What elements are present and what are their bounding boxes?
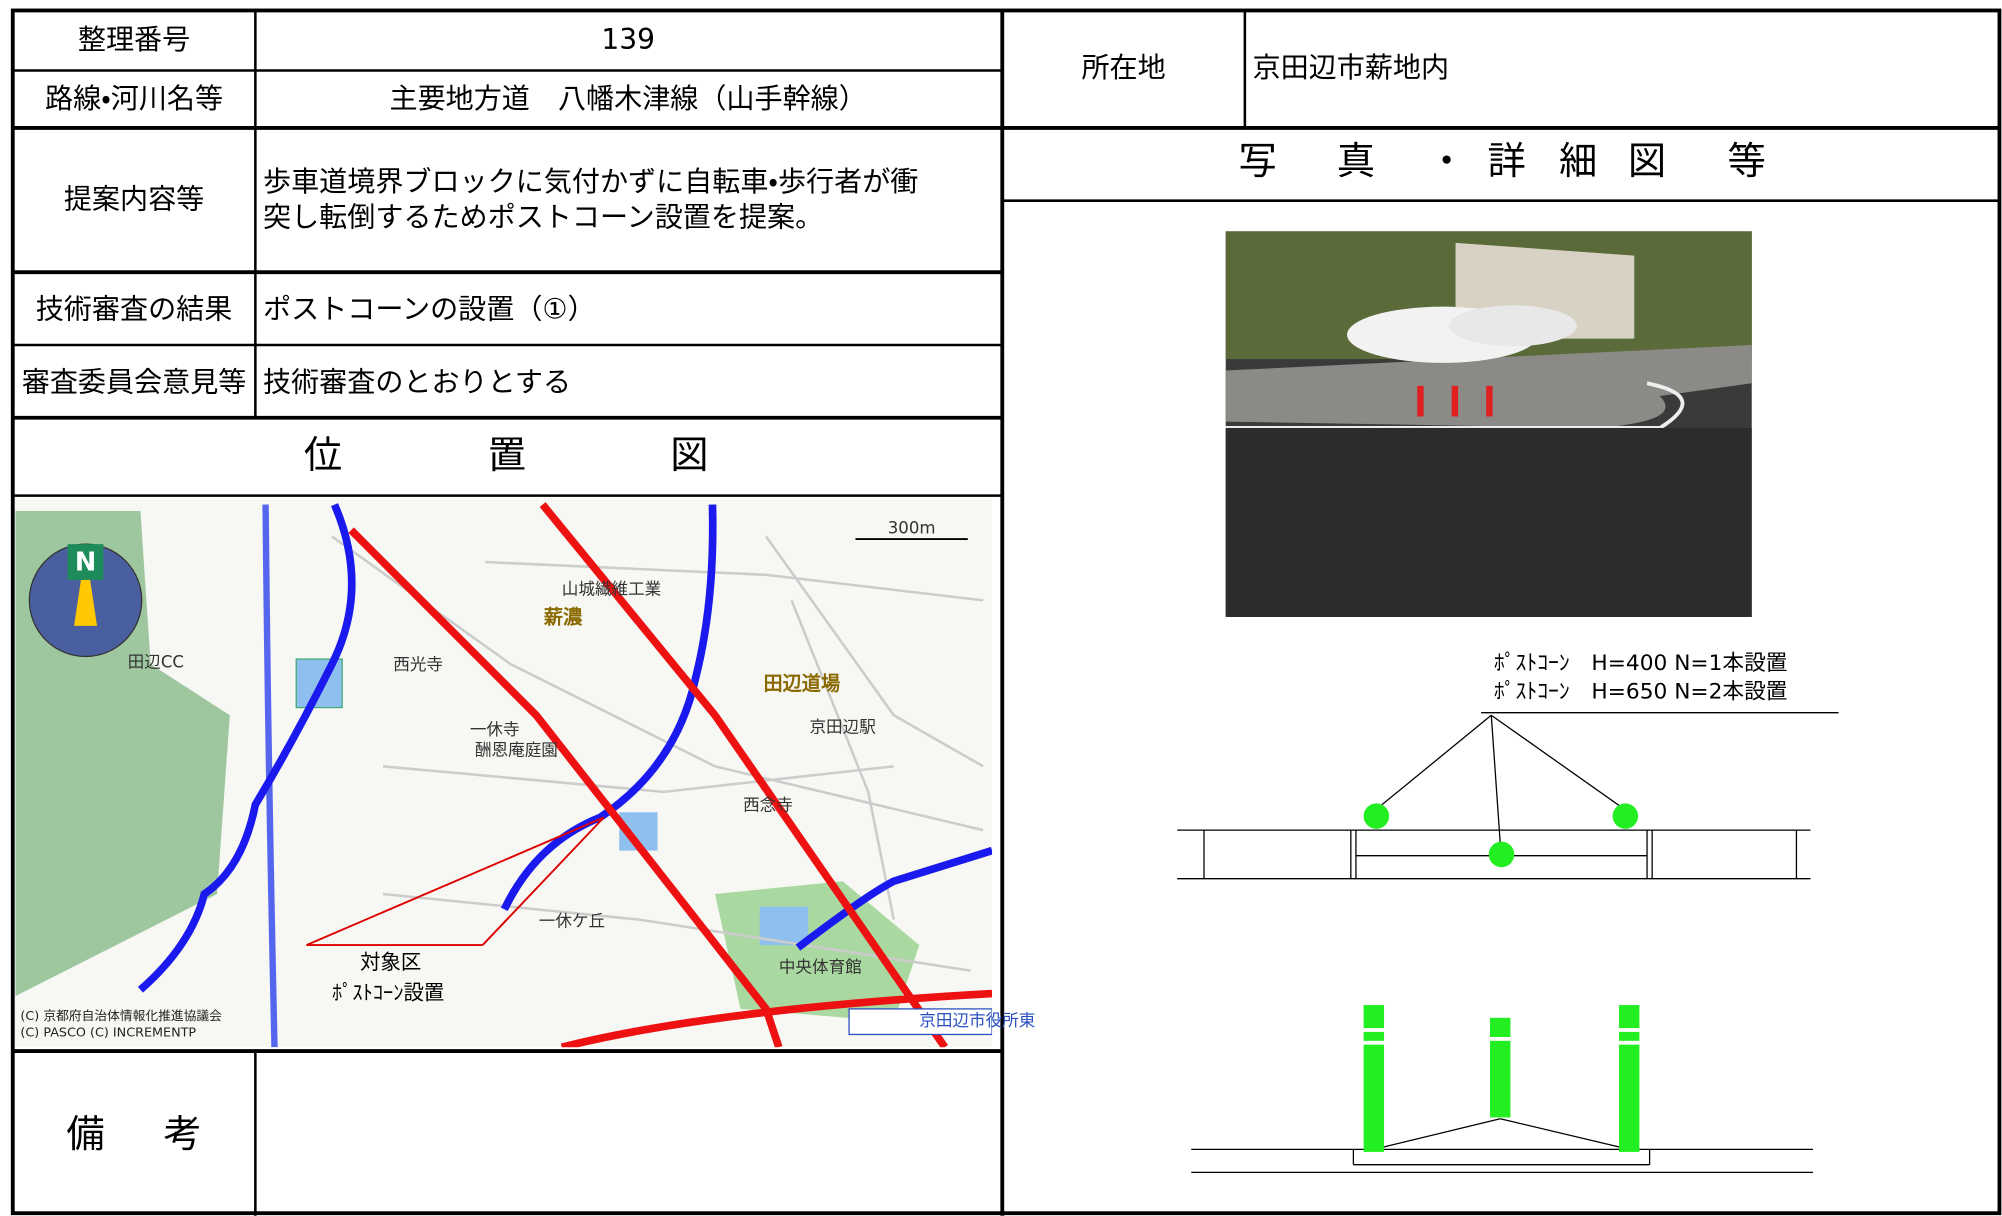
map-label: ﾎﾟｽﾄｺｰﾝ設置: [332, 981, 444, 1005]
map-label: 一休寺: [470, 720, 520, 739]
value: 139: [601, 23, 655, 56]
heading: 置: [488, 433, 526, 478]
label: 整理番号: [78, 23, 190, 56]
value: 技術審査のとおりとする: [263, 365, 571, 398]
map-label: 田辺CC: [128, 652, 184, 671]
map-label: 中央体育館: [779, 958, 862, 977]
location-map: N: [15, 498, 993, 1048]
heading: 図: [670, 433, 708, 478]
map-label: 300m: [888, 518, 936, 537]
map-label: 西光寺: [393, 655, 443, 674]
map-label: 京田辺市役所東: [919, 1011, 1035, 1030]
value: ポストコーンの設置（①）: [263, 293, 596, 326]
heading: 写: [1238, 139, 1276, 184]
detail-diagram: [1177, 712, 1839, 1173]
map-label: 山城繊維工業: [562, 580, 661, 599]
diagram-label: ﾎﾟｽﾄｺｰﾝ H=650 N=2本設置: [1494, 679, 1788, 704]
label: 技術審査の結果: [36, 293, 233, 326]
heading: 位: [304, 433, 342, 478]
map-label: 酬恩庵庭園: [475, 741, 558, 760]
value: 歩車道境界ブロックに気付かずに自転車・歩行者が衝: [263, 165, 918, 198]
heading: 等: [1727, 139, 1765, 184]
label: 所在地: [1081, 51, 1165, 84]
heading: 備: [66, 1112, 104, 1157]
heading: 真: [1337, 139, 1375, 184]
label: 提案内容等: [64, 183, 204, 216]
map-label: 西念寺: [743, 795, 793, 814]
map-label: 一休ケ丘: [539, 912, 605, 931]
heading: ・: [1427, 139, 1465, 184]
table-lines: [10, 8, 2002, 1216]
map-label: (C) 京都府自治体情報化推進協議会: [20, 1009, 222, 1024]
label: 路線・河川名等: [45, 82, 223, 115]
value: 京田辺市薪地内: [1253, 51, 1450, 84]
map-label: (C) PASCO (C) INCREMENTP: [20, 1026, 196, 1041]
map-label: 田辺道場: [764, 672, 841, 695]
heading: 詳: [1487, 139, 1525, 184]
map-label: 対象区: [360, 950, 421, 974]
heading: 考: [163, 1112, 201, 1157]
map-label: 薪濃: [544, 606, 583, 629]
value: 突し転倒するためポストコーン設置を提案。: [263, 201, 823, 234]
label: 審査委員会意見等: [22, 365, 247, 398]
heading: 図: [1628, 139, 1666, 184]
map-label: 京田辺駅: [809, 718, 876, 737]
value: 主要地方道 八幡木津線（山手幹線）: [390, 82, 867, 115]
heading: 細: [1559, 139, 1597, 184]
diagram-label: ﾎﾟｽﾄｺｰﾝ H=400 N=1本設置: [1494, 651, 1788, 676]
site-photo: [1225, 231, 1752, 617]
svg-text:N: N: [75, 547, 96, 577]
